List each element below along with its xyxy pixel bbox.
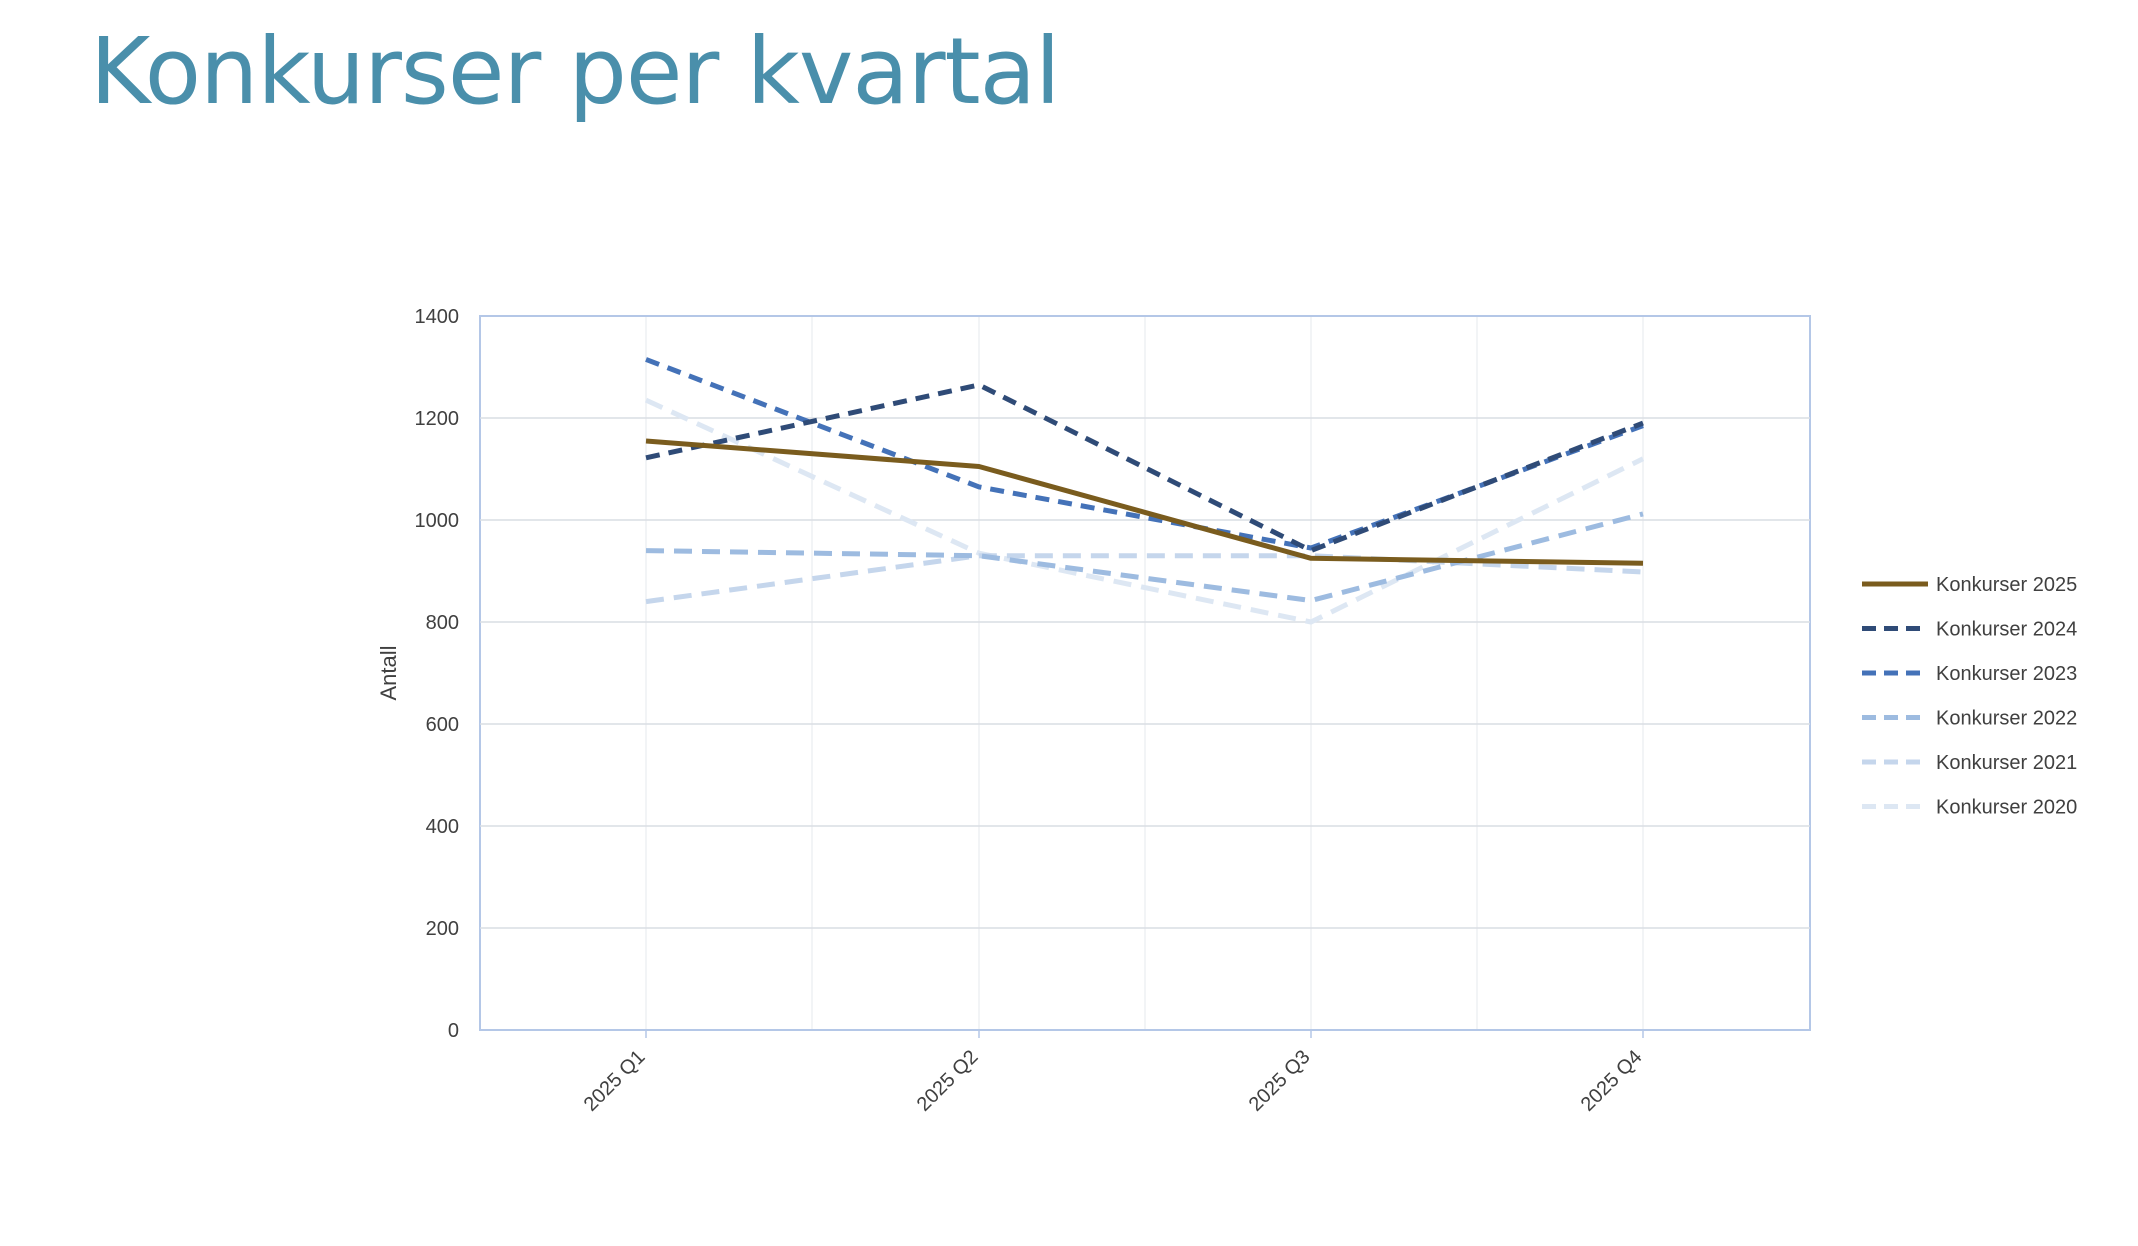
y-tick-label: 1400 [415, 306, 460, 328]
y-tick-label: 0 [448, 1020, 459, 1042]
legend-item: Konkurser 2025 [1862, 574, 2077, 596]
legend-label: Konkurser 2024 [1936, 619, 2077, 641]
legend-label: Konkurser 2023 [1936, 663, 2077, 685]
legend-item: Konkurser 2020 [1862, 797, 2077, 819]
series-line-konkurser-2024 [645, 382, 1644, 554]
y-axis-label: Antall [376, 645, 401, 700]
x-tick-label: 2025 Q3 [1245, 1046, 1315, 1116]
y-tick-label: 400 [426, 816, 459, 838]
legend-label: Konkurser 2025 [1936, 574, 2077, 596]
series-line-konkurser-2020 [644, 397, 1645, 625]
legend-item: Konkurser 2024 [1862, 619, 2077, 641]
legend-item: Konkurser 2023 [1862, 663, 2077, 685]
y-tick-label: 200 [426, 918, 459, 940]
y-tick-labels: 0 200 400 600 800 1000 1200 1400 [415, 306, 460, 1042]
y-tick-label: 1000 [415, 510, 460, 532]
horizontal-gridlines [480, 417, 1810, 929]
series-line-konkurser-2021 [645, 553, 1644, 605]
x-tick-label: 2025 Q2 [913, 1046, 983, 1116]
legend-label: Konkurser 2022 [1936, 708, 2077, 730]
x-tick-label: 2025 Q1 [580, 1046, 650, 1116]
series-line-konkurser-2025 [645, 438, 1644, 566]
y-tick-label: 1200 [415, 408, 460, 430]
legend: Konkurser 2025 Konkurser 2024 Konkurser 20… [1862, 574, 2077, 819]
legend-label: Konkurser 2021 [1936, 752, 2077, 774]
y-tick-label: 800 [426, 612, 459, 634]
legend-item: Konkurser 2022 [1862, 708, 2077, 730]
x-tick-labels: 2025 Q1 2025 Q2 2025 Q3 2025 Q4 [580, 1030, 1647, 1116]
legend-item: Konkurser 2021 [1862, 752, 2077, 774]
legend-label: Konkurser 2020 [1936, 797, 2077, 819]
y-tick-label: 600 [426, 714, 459, 736]
vertical-gridlines [645, 317, 1644, 1029]
x-tick-label: 2025 Q4 [1577, 1046, 1647, 1116]
slide-title: Konkurser per kvartal [90, 18, 1061, 125]
series-lines [644, 357, 1645, 625]
